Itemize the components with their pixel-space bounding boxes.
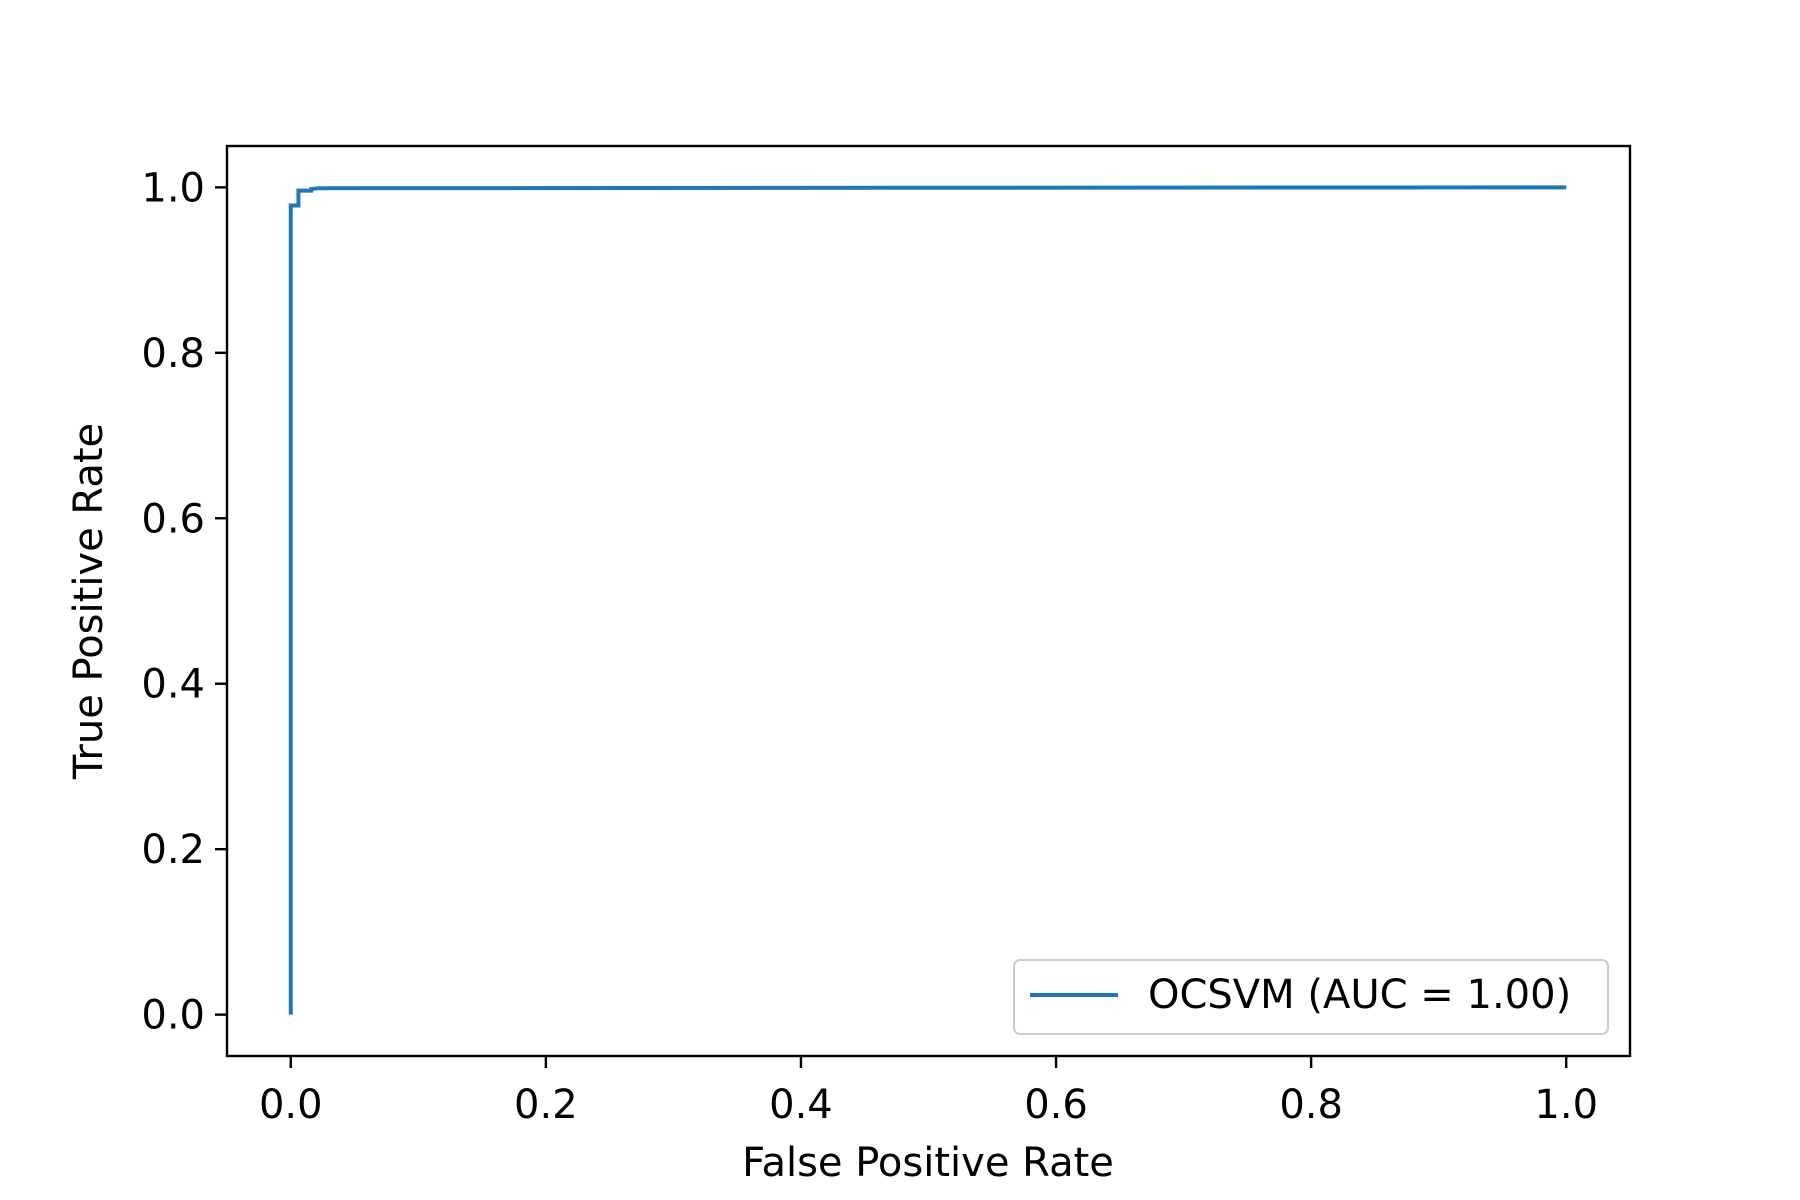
y-axis-ticks: 0.0 0.2 0.4 0.6 0.8 1.0 — [141, 165, 227, 1039]
x-axis-ticks: 0.0 0.2 0.4 0.6 0.8 1.0 — [259, 1056, 1598, 1128]
y-tick-label: 0.2 — [141, 827, 205, 873]
y-axis-label: True Positive Rate — [66, 423, 112, 780]
x-tick-label: 1.0 — [1534, 1082, 1598, 1128]
y-tick-label: 0.8 — [141, 331, 205, 377]
x-tick-label: 0.8 — [1279, 1082, 1343, 1128]
x-tick-label: 0.6 — [1024, 1082, 1088, 1128]
x-axis-label: False Positive Rate — [742, 1140, 1114, 1186]
roc-curve-line — [288, 185, 1567, 1015]
plot-area — [288, 185, 1567, 1015]
y-tick-label: 0.6 — [141, 496, 205, 542]
axes-frame — [225, 144, 1632, 1058]
legend: OCSVM (AUC = 1.00) — [1013, 959, 1609, 1035]
y-tick-label: 0.0 — [141, 993, 205, 1039]
x-tick-label: 0.2 — [514, 1082, 578, 1128]
legend-label: OCSVM (AUC = 1.00) — [1148, 972, 1571, 1018]
x-tick-label: 0.4 — [769, 1082, 833, 1128]
y-tick-label: 1.0 — [141, 165, 205, 211]
y-tick-label: 0.4 — [141, 662, 205, 708]
legend-box — [1013, 959, 1609, 1035]
x-tick-label: 0.0 — [259, 1082, 323, 1128]
